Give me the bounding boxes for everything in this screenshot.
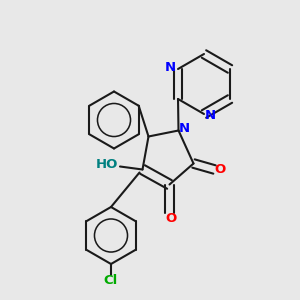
Text: N: N bbox=[165, 61, 176, 74]
Text: O: O bbox=[165, 212, 177, 225]
Text: Cl: Cl bbox=[104, 274, 118, 287]
Text: N: N bbox=[204, 109, 216, 122]
Text: O: O bbox=[214, 163, 226, 176]
Text: N: N bbox=[178, 122, 190, 135]
Text: HO: HO bbox=[95, 158, 118, 172]
